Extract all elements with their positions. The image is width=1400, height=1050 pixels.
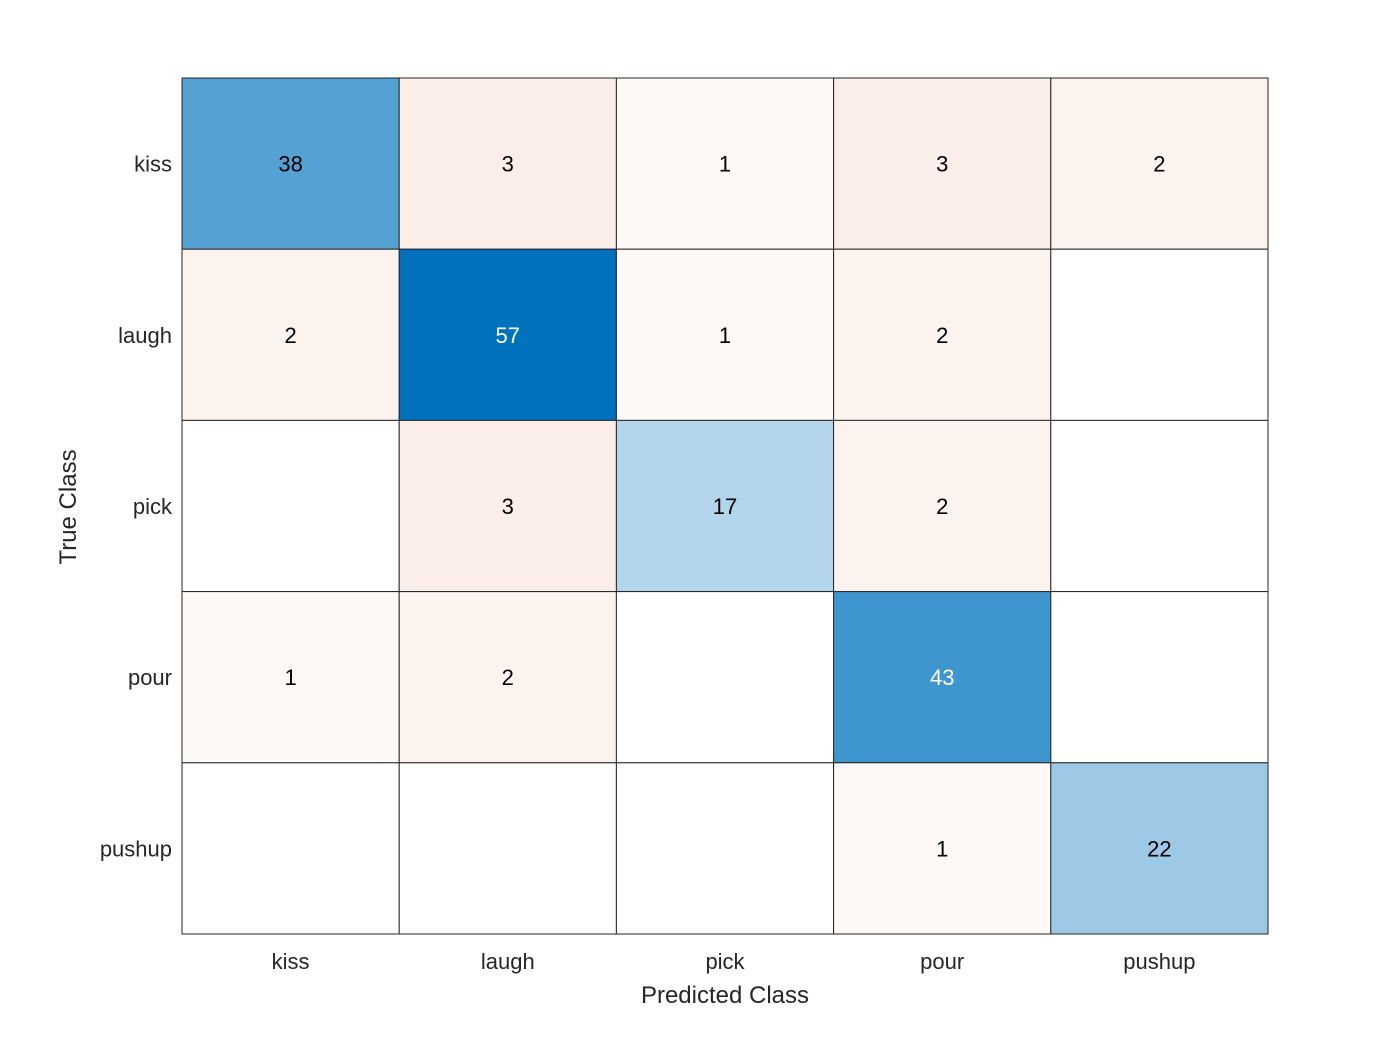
cell-pour-kiss — [181, 591, 400, 764]
cell-pour-pour — [833, 591, 1052, 764]
cell-value: 2 — [1153, 152, 1165, 177]
cell-value: 3 — [502, 152, 514, 177]
cell-laugh-kiss — [181, 248, 400, 421]
y-axis-label: True Class — [55, 449, 82, 564]
cell-value: 2 — [936, 323, 948, 348]
row-label: pour — [128, 665, 172, 690]
cell-pick-laugh — [398, 419, 617, 593]
cell-pushup-laugh — [398, 762, 617, 935]
cell-pick-kiss — [181, 419, 400, 593]
cell-value: 43 — [930, 665, 954, 690]
cell-value: 2 — [936, 494, 948, 519]
cell-pick-pushup — [1050, 419, 1269, 593]
cell-value: 38 — [278, 152, 302, 177]
cell-kiss-pick — [615, 77, 835, 250]
cell-value: 1 — [719, 152, 731, 177]
cell-value: 57 — [496, 323, 520, 348]
cell-laugh-laugh — [398, 248, 617, 421]
cell-value: 3 — [502, 494, 514, 519]
cell-kiss-kiss — [181, 77, 400, 250]
cell-kiss-pour — [833, 77, 1052, 250]
cell-kiss-pushup — [1050, 77, 1269, 250]
row-label: pushup — [100, 836, 172, 861]
x-axis-label: Predicted Class — [641, 982, 809, 1009]
cell-value: 22 — [1147, 836, 1171, 861]
column-label: pick — [705, 949, 745, 974]
cell-value: 1 — [936, 836, 948, 861]
column-label: pushup — [1123, 949, 1195, 974]
cell-value: 2 — [284, 323, 296, 348]
cell-value: 1 — [719, 323, 731, 348]
cell-laugh-pushup — [1050, 248, 1269, 421]
cell-value: 2 — [502, 665, 514, 690]
column-label: pour — [920, 949, 964, 974]
column-label: laugh — [481, 949, 535, 974]
cell-pour-pushup — [1050, 591, 1269, 764]
cell-value: 1 — [284, 665, 296, 690]
row-label: pick — [133, 494, 173, 519]
cell-laugh-pick — [615, 248, 835, 421]
row-label: kiss — [134, 152, 172, 177]
cell-pick-pour — [833, 419, 1052, 593]
cell-pushup-pick — [615, 762, 835, 935]
cell-pushup-pour — [833, 762, 1052, 935]
cell-value: 17 — [713, 494, 737, 519]
row-label: laugh — [118, 323, 172, 348]
column-label: kiss — [272, 949, 310, 974]
cell-value: 3 — [936, 152, 948, 177]
cell-pushup-kiss — [181, 762, 400, 935]
cell-kiss-laugh — [398, 77, 617, 250]
cell-pushup-pushup — [1050, 762, 1269, 935]
cell-pour-pick — [615, 591, 835, 764]
cell-pour-laugh — [398, 591, 617, 764]
